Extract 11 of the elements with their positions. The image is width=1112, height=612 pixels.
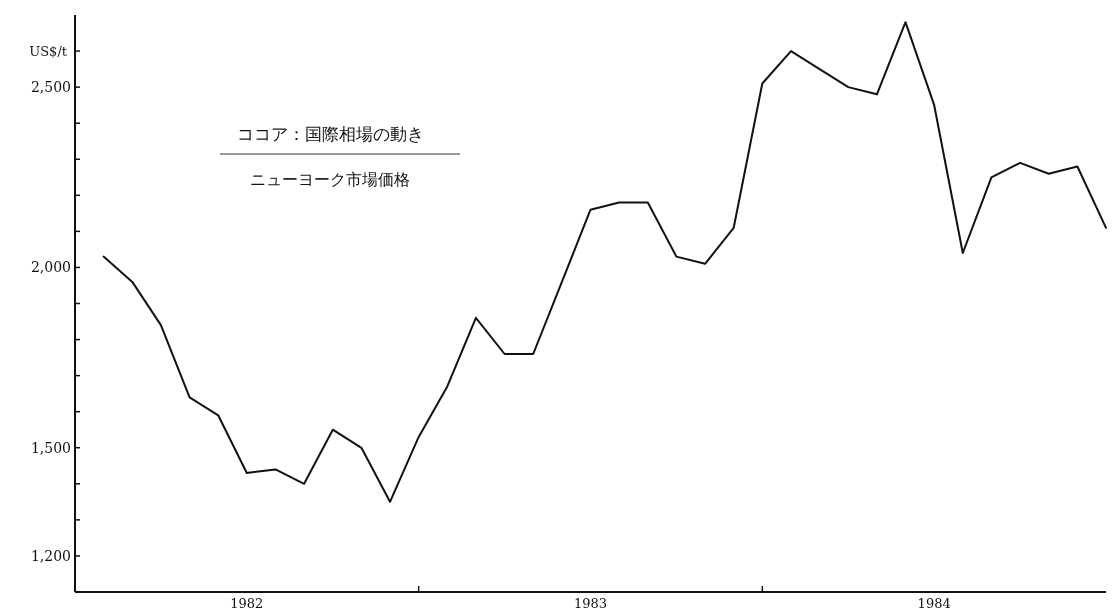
y-tick-label: 1,500 bbox=[30, 439, 71, 456]
text: ココア：国際相場の動き bbox=[236, 124, 424, 144]
x-tick-label: 1982 bbox=[230, 596, 264, 611]
x-tick-label: 1984 bbox=[917, 596, 951, 611]
line-series bbox=[102, 21, 1107, 503]
y-tick-label: 1,200 bbox=[30, 547, 71, 564]
y-tick-label: 2,500 bbox=[30, 79, 71, 96]
y-axis-title: US$/t bbox=[29, 44, 68, 60]
y-tick-label: 2,000 bbox=[30, 259, 71, 276]
text: ニューヨーク市場価格 bbox=[250, 170, 410, 189]
x-tick-label: 1983 bbox=[573, 596, 608, 611]
